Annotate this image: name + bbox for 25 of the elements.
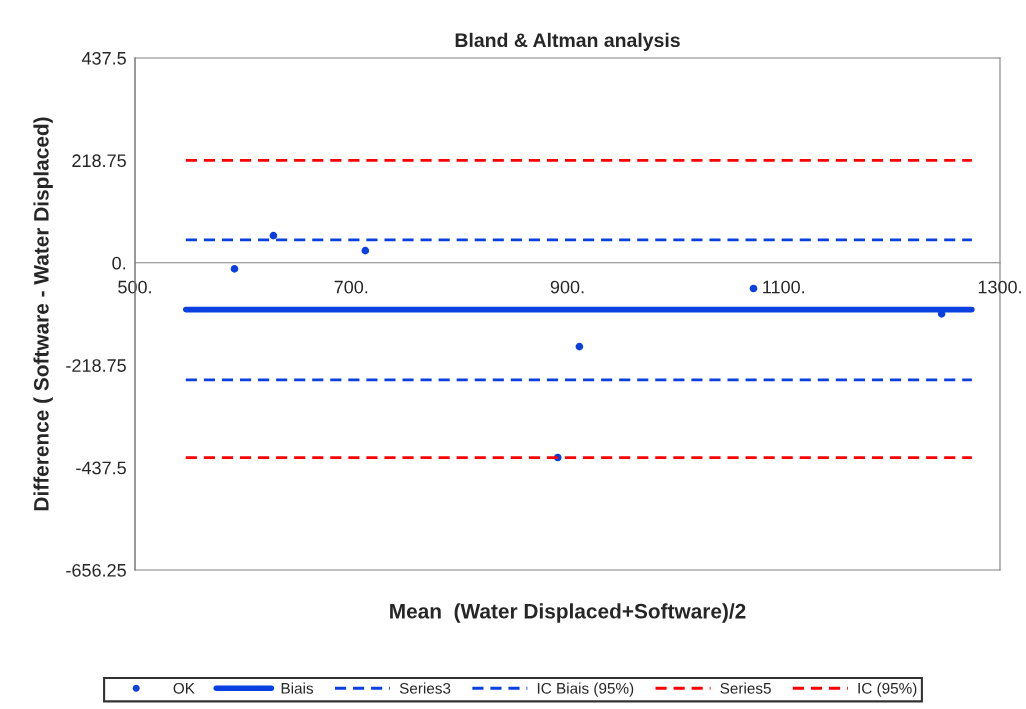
y-tick-label: 218.75: [72, 154, 126, 168]
x-tick-label: 700.: [334, 280, 368, 294]
x-tick-label: 1300.: [978, 280, 1021, 294]
y-axis-title: Difference ( Software - Water Displaced): [33, 117, 53, 511]
point: [749, 284, 758, 293]
legend-label: OK: [173, 682, 195, 694]
y-tick-label: -218.75: [66, 359, 126, 372]
x-tick-label: 900.: [550, 280, 584, 294]
point: [230, 265, 239, 273]
y-tick-label: -656.25: [66, 563, 126, 577]
legend-label: IC Biais (95%): [537, 682, 634, 697]
legend-label: IC (95%): [858, 682, 917, 697]
chart-title: Bland & Altman analysis: [455, 32, 680, 51]
x-axis-title: Mean (Water Displaced+Software)/2: [390, 603, 746, 623]
y-tick-label: 0.: [112, 256, 126, 270]
x-tick-label: 500.: [118, 280, 151, 294]
y-tick-label: -437.5: [76, 461, 126, 475]
point: [361, 246, 370, 255]
legend-label: Series3: [399, 682, 451, 694]
point: [575, 342, 584, 351]
legend-label: Series5: [720, 682, 771, 694]
legend-label: Biais: [281, 682, 314, 694]
x-tick-label: 1100.: [763, 280, 805, 294]
y-tick-label: 437.5: [81, 51, 126, 65]
point: [269, 231, 278, 240]
